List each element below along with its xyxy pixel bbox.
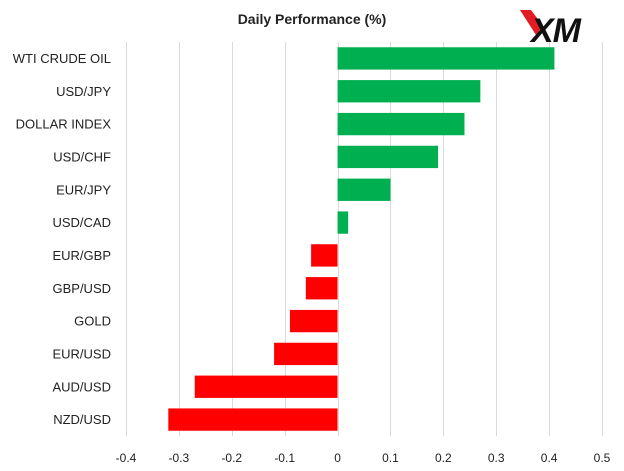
x-tick-label: 0.4 — [541, 451, 558, 465]
x-tick-label: -0.2 — [221, 451, 242, 465]
category-label: USD/CHF — [53, 149, 111, 164]
bars — [168, 47, 555, 431]
bar — [337, 145, 439, 169]
bar — [274, 342, 338, 366]
x-tick-label: -0.4 — [116, 451, 137, 465]
logo-red-stroke — [520, 10, 543, 35]
category-label: GBP/USD — [52, 281, 111, 296]
x-tick-label: 0.2 — [435, 451, 452, 465]
bar — [337, 47, 555, 70]
category-label: EUR/USD — [52, 346, 111, 361]
bar — [289, 309, 338, 333]
x-tick-label: 0.3 — [488, 451, 505, 465]
category-label: NZD/USD — [53, 412, 111, 427]
category-label: EUR/JPY — [56, 182, 111, 197]
x-tick-label: -0.1 — [274, 451, 295, 465]
bar — [337, 80, 481, 103]
category-label: EUR/GBP — [52, 248, 111, 263]
bar — [337, 178, 391, 201]
x-tick-label: -0.3 — [169, 451, 190, 465]
bar — [337, 211, 349, 234]
category-label: WTI CRUDE OIL — [13, 51, 111, 66]
chart-title: Daily Performance (%) — [238, 11, 387, 27]
x-tick-label: 0 — [334, 451, 341, 465]
category-labels: WTI CRUDE OIL USD/JPY DOLLAR INDEX USD/CHF E… — [13, 51, 112, 427]
x-tick-label: 0.5 — [594, 451, 611, 465]
bar — [311, 244, 338, 267]
category-label: DOLLAR INDEX — [16, 117, 112, 132]
category-label: USD/CAD — [52, 215, 111, 230]
bar — [168, 408, 338, 431]
bar — [194, 375, 338, 398]
gridlines — [126, 42, 603, 436]
category-label: USD/JPY — [56, 84, 111, 99]
xm-logo: XM — [520, 10, 583, 50]
x-tick-label: 0.1 — [382, 451, 399, 465]
x-tick-labels: -0.4 -0.3 -0.2 -0.1 0 0.1 0.2 0.3 0.4 0.5 — [116, 451, 611, 465]
bar — [305, 277, 338, 300]
bar — [337, 112, 465, 136]
category-label: AUD/USD — [52, 379, 111, 394]
category-label: GOLD — [74, 314, 111, 329]
logo-text: XM — [529, 12, 582, 50]
